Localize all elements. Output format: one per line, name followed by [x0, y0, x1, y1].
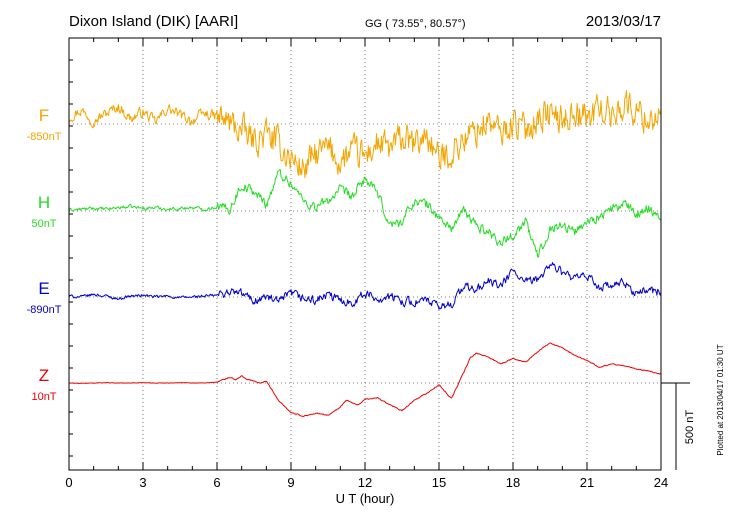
series-label-z: Z [39, 366, 49, 385]
series-label-h: H [38, 193, 50, 212]
scale-bar-label: 500 nT [684, 410, 696, 445]
label-layer: Z 10nT E -890nT H 50nT F -850nT [27, 106, 62, 403]
x-tick-label: 15 [432, 475, 446, 490]
series-layer [68, 90, 662, 417]
plotted-timestamp: Plotted at 2013/04/17 01:30 UT [716, 344, 725, 455]
geo-coordinates: GG ( 73.55°, 80.57°) [365, 18, 466, 30]
series-line-h [68, 169, 662, 258]
series-baseline-h: 50nT [31, 218, 56, 230]
x-tick-label: 6 [213, 475, 220, 490]
x-axis-title: U T (hour) [336, 491, 395, 506]
series-baseline-e: -890nT [27, 304, 62, 316]
series-label-f: F [39, 106, 49, 125]
series-label-e: E [38, 279, 49, 298]
observation-date: 2013/03/17 [586, 13, 661, 30]
tick-layer: 0 3 6 9 12 15 18 21 24 [65, 38, 668, 490]
series-line-e [68, 262, 662, 310]
x-tick-label: 0 [65, 475, 72, 490]
x-tick-label: 21 [580, 475, 594, 490]
x-tick-label: 9 [287, 475, 294, 490]
series-line-z [69, 342, 662, 417]
x-tick-label: 3 [139, 475, 146, 490]
grid-layer [69, 38, 661, 470]
x-tick-label: 18 [506, 475, 520, 490]
station-title: Dixon Island (DIK) [AARI] [69, 13, 238, 30]
series-baseline-f: -850nT [27, 131, 62, 143]
series-baseline-z: 10nT [31, 391, 56, 403]
series-line-f [68, 90, 662, 179]
x-tick-label: 12 [358, 475, 372, 490]
x-tick-label: 24 [654, 475, 668, 490]
